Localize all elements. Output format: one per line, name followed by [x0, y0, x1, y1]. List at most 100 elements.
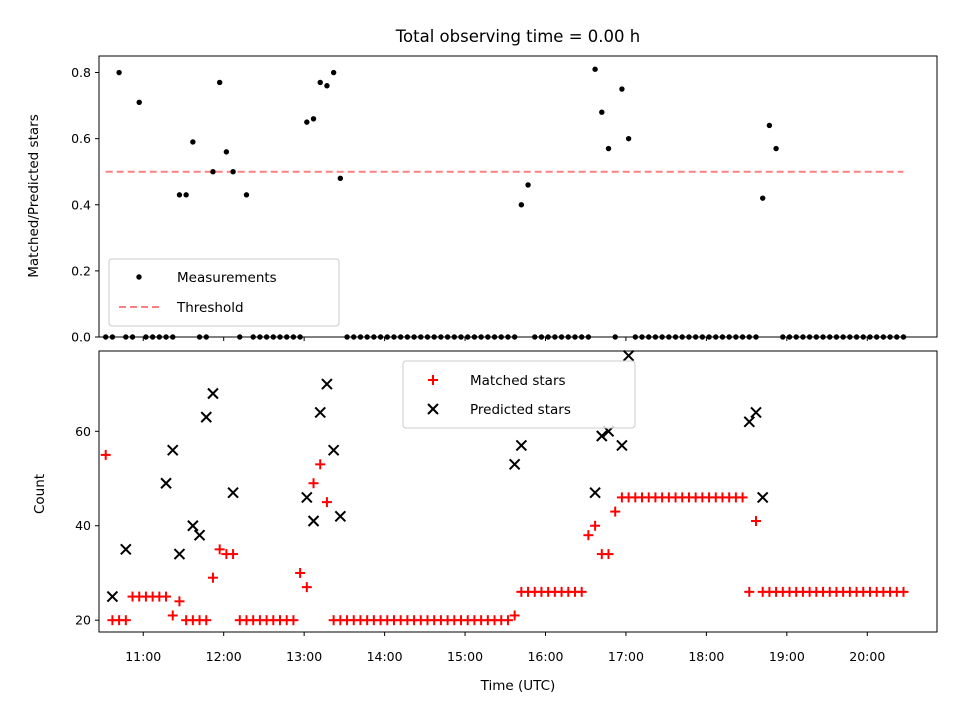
measurement-point — [773, 145, 779, 152]
matched-star-point — [898, 586, 909, 597]
predicted-star-point — [227, 486, 239, 499]
measurement-point — [176, 192, 183, 198]
legend-predicted-marker-b — [427, 403, 439, 415]
matched-star-point — [100, 449, 111, 460]
bottom-y-axis-label: Count — [32, 474, 48, 514]
y-tick-label: 0.0 — [71, 330, 91, 345]
measurement-point — [210, 169, 216, 175]
predicted-star-point-b — [622, 350, 635, 362]
legend-matched-label: Matched stars — [470, 373, 566, 389]
predicted-star-point — [750, 406, 762, 419]
predicted-star-point-b — [327, 444, 340, 456]
y-tick-label: 0.8 — [71, 65, 91, 80]
measurement-point — [619, 86, 625, 92]
predicted-star-point — [106, 590, 119, 603]
predicted-star-point — [193, 529, 206, 541]
predicted-star-point — [616, 439, 628, 452]
predicted-star-point — [120, 543, 132, 556]
predicted-star-point-b — [307, 515, 320, 527]
measurement-point — [518, 202, 525, 208]
matched-star-point — [207, 572, 218, 583]
matched-star-point — [167, 610, 178, 621]
measurement-point — [116, 69, 122, 76]
predicted-star-point-b — [167, 444, 179, 456]
predicted-star-point-b — [321, 378, 333, 390]
predicted-star-point — [515, 439, 528, 452]
measurement-point — [317, 79, 323, 86]
measurement-point — [337, 175, 344, 182]
legend-predicted-label: Predicted stars — [470, 402, 571, 418]
measurement-point — [525, 182, 531, 188]
y-tick-label: 0.2 — [71, 263, 91, 278]
predicted-star-point-b — [515, 439, 528, 452]
x-tick-label: 16:00 — [527, 649, 563, 664]
x-tick-label: 19:00 — [769, 649, 805, 664]
measurement-point — [324, 83, 330, 89]
top-axes-frame — [98, 55, 938, 338]
predicted-star-point — [589, 486, 601, 499]
top-y-axis-ticks: 0.0 0.2 0.4 0.6 0.8 — [71, 65, 99, 345]
predicted-star-point — [314, 406, 326, 419]
top-x-axis-ticks — [142, 337, 868, 341]
predicted-star-point-b — [227, 486, 239, 499]
x-tick-label: 17:00 — [608, 649, 644, 664]
y-tick-label: 40 — [75, 518, 91, 533]
top-y-axis-label: Matched/Predicted stars — [26, 114, 42, 277]
legend-threshold-label: Threshold — [176, 300, 244, 316]
x-axis-label: Time (UTC) — [480, 678, 556, 694]
predicted-star-point — [321, 378, 333, 390]
matched-star-point — [161, 591, 172, 602]
measurement-point — [330, 69, 337, 76]
top-legend: Measurements Threshold — [108, 258, 340, 327]
top-panel: 0.00.20.40.60.8 Matched/Predicted stars … — [26, 55, 938, 345]
matched-star-point — [737, 492, 748, 503]
predicted-star-point-b — [200, 411, 212, 423]
predicted-star-point-b — [301, 491, 313, 504]
predicted-star-point-b — [106, 590, 119, 603]
matched-star-point — [590, 520, 601, 531]
measurement-point — [243, 192, 250, 198]
matched-star-point — [744, 586, 755, 597]
predicted-star-point-b — [743, 416, 755, 428]
measurement-point — [592, 66, 598, 72]
measurement-point — [759, 195, 766, 201]
y-tick-label: 20 — [75, 613, 91, 628]
predicted-star-point-b — [207, 387, 219, 400]
predicted-star-point-b — [596, 430, 608, 442]
predicted-star-point-b — [334, 510, 347, 523]
measurement-point — [136, 99, 142, 105]
predicted-star-point-b — [160, 477, 172, 489]
matched-star-point — [120, 615, 131, 626]
y-tick-label: 0.4 — [71, 197, 91, 212]
measurement-point — [183, 192, 189, 198]
predicted-star-point — [200, 411, 212, 423]
bottom-y-axis-ticks: 20 40 60 — [75, 424, 99, 628]
measurement-point — [216, 79, 223, 86]
x-tick-label: 13:00 — [286, 649, 322, 664]
matched-star-point — [603, 549, 614, 560]
bottom-panel: 20 40 60 11:00 12:00 13:00 14:00 15:00 16:00 17:… — [32, 350, 938, 694]
matched-star-point — [750, 516, 761, 527]
matched-star-point — [201, 615, 212, 626]
legend-measurements-label: Measurements — [177, 270, 277, 286]
legend-measurements-marker — [136, 274, 142, 280]
predicted-star-point — [508, 458, 521, 471]
predicted-star-point-b — [508, 458, 521, 471]
predicted-star-point — [596, 430, 608, 442]
y-tick-label: 60 — [75, 424, 91, 439]
measurement-point — [230, 169, 236, 175]
legend-predicted-marker — [427, 403, 439, 415]
predicted-star-point — [327, 444, 340, 456]
x-tick-label: 12:00 — [206, 649, 242, 664]
predicted-star-point — [301, 491, 313, 504]
bottom-data-marks — [100, 350, 909, 626]
matched-star-point — [308, 478, 319, 489]
y-tick-label: 0.6 — [71, 131, 91, 146]
predicted-star-point — [187, 520, 199, 532]
matched-star-point — [610, 506, 621, 517]
predicted-star-point-b — [193, 529, 206, 541]
matched-star-point — [583, 530, 594, 541]
predicted-star-point-b — [120, 543, 132, 556]
measurement-point — [190, 139, 196, 145]
